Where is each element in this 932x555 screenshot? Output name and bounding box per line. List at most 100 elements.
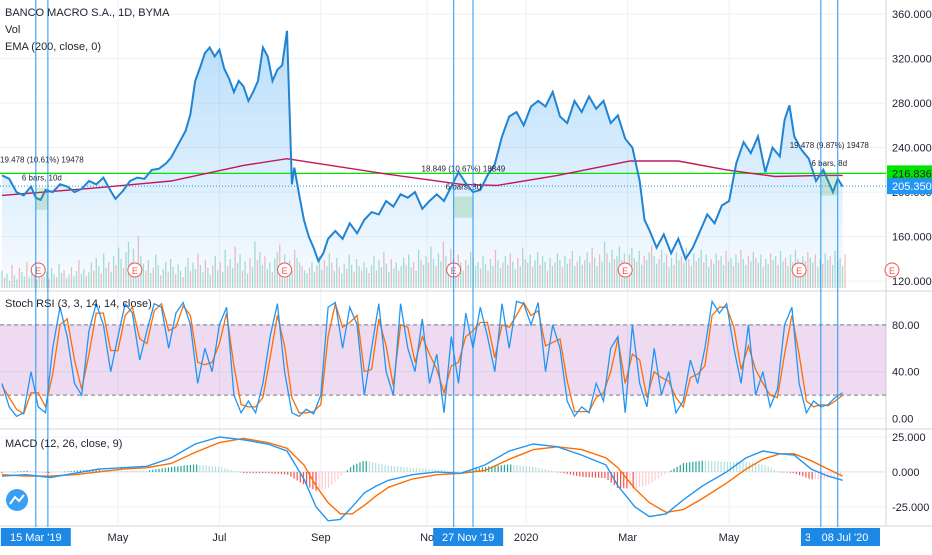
- macd-histogram-bar: [381, 464, 383, 472]
- macd-histogram-bar: [284, 471, 286, 475]
- earnings-marker: [884, 262, 900, 278]
- time-axis-label: May: [108, 532, 129, 544]
- time-axis-label: Jul: [212, 532, 226, 544]
- price-axis-tick: 280.000: [892, 98, 932, 110]
- symbol-title[interactable]: BANCO MACRO S.A., 1D, BYMA: [5, 7, 170, 19]
- macd-histogram-bar: [667, 471, 669, 473]
- macd-histogram-bar: [751, 462, 754, 472]
- macd-histogram-bar: [651, 471, 653, 483]
- macd-histogram-bar: [494, 465, 496, 472]
- macd-histogram-bar: [177, 466, 179, 472]
- macd-axis-tick: -25.000: [892, 502, 929, 514]
- macd-histogram-bar: [236, 471, 239, 473]
- macd-histogram-bar: [73, 470, 75, 472]
- macd-histogram-bar: [701, 460, 703, 472]
- macd-histogram-bar: [353, 465, 355, 472]
- macd-histogram-bar: [227, 469, 229, 472]
- macd-histogram-bar: [365, 460, 367, 472]
- macd-histogram-bar: [676, 466, 678, 472]
- macd-histogram-bar: [158, 468, 160, 472]
- macd-histogram-bar: [547, 470, 549, 472]
- macd-histogram-bar: [189, 464, 192, 472]
- macd-histogram-bar: [714, 461, 716, 472]
- measure-label: 19.478 (9.87%) 19478: [790, 141, 870, 150]
- macd-histogram-bar: [186, 465, 188, 472]
- macd-histogram-bar: [170, 466, 173, 472]
- earnings-marker-label: E: [282, 266, 288, 276]
- logo-glyph: [9, 494, 25, 505]
- stoch-rsi-legend[interactable]: Stoch RSI (3, 3, 14, 14, close): [5, 298, 152, 310]
- macd-histogram-bar: [161, 468, 163, 472]
- macd-histogram-bar: [441, 469, 443, 472]
- macd-histogram-bar: [663, 471, 666, 475]
- macd-histogram-bar: [711, 461, 713, 472]
- macd-histogram-bar: [79, 470, 82, 472]
- macd-histogram-bar: [130, 470, 132, 472]
- macd-histogram-bar: [208, 465, 210, 472]
- macd-histogram-bar: [4, 471, 6, 473]
- earnings-marker: [30, 262, 46, 278]
- macd-histogram-bar: [48, 471, 50, 474]
- macd-histogram-bar: [469, 470, 471, 472]
- macd-histogram-bar: [280, 471, 283, 475]
- macd-histogram-bar: [798, 471, 801, 476]
- macd-histogram-bar: [243, 471, 245, 474]
- macd-histogram-bar: [594, 471, 597, 478]
- earnings-marker-label: E: [796, 266, 802, 276]
- macd-histogram-bar: [164, 467, 166, 472]
- macd-histogram-bar: [582, 471, 584, 478]
- macd-histogram-bar: [475, 468, 477, 472]
- macd-histogram-bar: [673, 468, 675, 472]
- macd-histogram-bar: [434, 469, 436, 472]
- time-axis-label: Mar: [618, 532, 637, 544]
- macd-histogram-bar: [541, 468, 543, 472]
- macd-legend[interactable]: MACD (12, 26, close, 9): [5, 438, 123, 450]
- measure-bars-label: 6 bars, 8d: [446, 183, 482, 192]
- macd-histogram-bar: [431, 469, 433, 472]
- macd-histogram-bar: [290, 471, 292, 477]
- macd-histogram-bar: [764, 465, 766, 472]
- measure-box: [35, 187, 48, 210]
- macd-histogram-bar: [654, 471, 656, 481]
- stoch-d-line: [1, 301, 844, 415]
- macd-histogram-bar: [296, 471, 298, 481]
- macd-histogram-bar: [337, 471, 339, 479]
- stoch-band: [0, 324, 886, 396]
- macd-histogram-bar: [726, 461, 728, 472]
- price-axis-tick: 240.000: [892, 143, 932, 155]
- macd-histogram-bar: [626, 471, 628, 489]
- price-area: [2, 30, 843, 289]
- macd-histogram-bar: [601, 471, 603, 478]
- macd-histogram-bar: [704, 460, 706, 472]
- macd-histogram-bar: [535, 467, 537, 472]
- macd-histogram-bar: [127, 470, 129, 472]
- last-price-badge: [887, 178, 932, 195]
- macd-histogram-bar: [616, 471, 619, 488]
- macd-histogram-bar: [544, 469, 546, 472]
- macd-histogram-bar: [249, 471, 251, 474]
- measure-label: 18.849 (10.67%) 18849: [422, 165, 506, 174]
- macd-histogram-bar: [76, 470, 78, 472]
- macd-histogram-bar: [214, 466, 217, 472]
- macd-histogram-bar: [384, 464, 386, 472]
- price-axis-tick: 360.000: [892, 9, 932, 21]
- macd-histogram-bar: [777, 470, 779, 472]
- macd-histogram-bar: [61, 471, 63, 473]
- ema-legend[interactable]: EMA (200, close, 0): [5, 41, 101, 53]
- macd-histogram-bar: [516, 465, 518, 472]
- macd-histogram-bar: [400, 466, 402, 472]
- macd-histogram-bar: [349, 467, 352, 472]
- macd-histogram-bar: [268, 471, 270, 474]
- macd-histogram-bar: [723, 461, 725, 472]
- macd-histogram-bar: [720, 461, 722, 472]
- macd-histogram-bar: [7, 471, 9, 473]
- macd-histogram-bar: [481, 467, 484, 472]
- earnings-marker-label: E: [35, 266, 41, 276]
- macd-histogram-bar: [409, 467, 411, 472]
- macd-histogram-bar: [211, 466, 213, 472]
- volume-legend[interactable]: Vol: [5, 24, 21, 36]
- macd-axis-tick: 25.000: [892, 432, 926, 444]
- date-badge: [810, 528, 880, 546]
- macd-histogram-bar: [340, 471, 342, 477]
